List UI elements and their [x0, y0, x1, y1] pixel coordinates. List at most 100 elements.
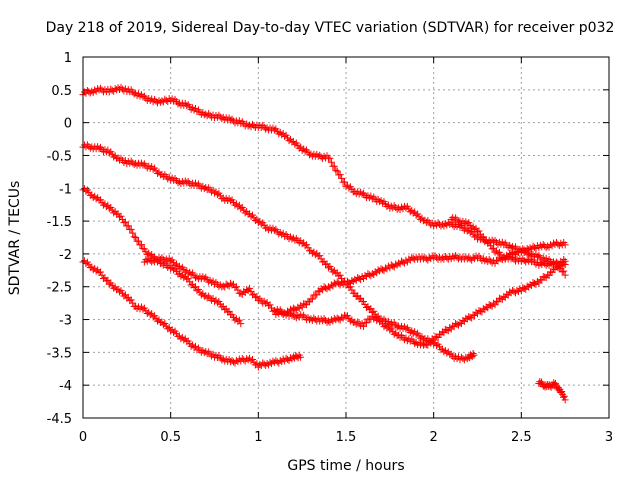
data-point	[412, 331, 420, 339]
data-point	[552, 238, 560, 246]
data-point	[225, 307, 233, 315]
data-point	[409, 254, 417, 262]
data-point	[513, 286, 521, 294]
data-point	[305, 151, 313, 159]
data-point	[308, 295, 316, 303]
x-tick-labels: 0 0.5 1 1.5 2 2.5 3	[79, 430, 613, 445]
data-point	[428, 219, 436, 227]
data-point	[338, 279, 346, 287]
data-point	[165, 173, 173, 181]
data-point	[561, 396, 569, 404]
data-point	[463, 220, 471, 228]
data-point	[167, 257, 175, 265]
y-tick-labels: 1 0.5 0 -0.5 -1 -1.5 -2 -2.5 -3 -3.5 -4 -4.5	[47, 51, 72, 427]
data-point	[105, 149, 113, 157]
data-point	[523, 282, 531, 290]
series-track-2	[79, 141, 478, 364]
data-point	[329, 268, 337, 276]
data-point	[183, 102, 191, 110]
data-point	[332, 166, 340, 174]
data-point	[102, 277, 110, 285]
data-point	[85, 88, 93, 96]
data-point	[548, 268, 556, 276]
data-points	[79, 83, 569, 404]
data-point	[303, 241, 311, 249]
data-point	[105, 205, 113, 213]
data-point	[560, 255, 568, 263]
data-point	[412, 211, 420, 219]
data-point	[270, 226, 278, 234]
data-point	[346, 317, 354, 325]
data-point	[270, 307, 278, 315]
data-point	[288, 235, 296, 243]
data-point	[430, 336, 438, 344]
y-tick-label: -0.5	[47, 149, 72, 164]
y-tick-label: -3.5	[47, 346, 72, 361]
x-tick-label: 3	[605, 430, 613, 445]
x-axis-label: GPS time / hours	[287, 458, 404, 474]
data-point	[270, 358, 278, 366]
data-point	[241, 209, 249, 217]
data-point	[490, 238, 498, 246]
data-point	[532, 280, 540, 288]
data-point	[139, 244, 147, 252]
data-point	[192, 274, 200, 282]
plot-frame	[82, 56, 610, 419]
data-point	[514, 249, 522, 257]
data-point	[536, 241, 544, 249]
data-point	[279, 229, 287, 237]
data-point	[165, 262, 173, 270]
data-point	[303, 301, 311, 309]
data-point	[453, 320, 461, 328]
data-point	[322, 261, 330, 269]
data-point	[519, 284, 527, 292]
data-point	[425, 253, 433, 261]
data-point	[333, 278, 341, 286]
data-point	[438, 220, 446, 228]
data-point	[139, 161, 147, 169]
data-point	[431, 220, 439, 228]
data-point	[158, 97, 166, 105]
data-point	[200, 111, 208, 119]
data-point	[275, 130, 283, 138]
data-point	[370, 307, 378, 315]
data-point	[296, 353, 304, 361]
data-point	[525, 257, 533, 265]
data-point	[342, 313, 350, 321]
data-point	[465, 313, 473, 321]
data-point	[481, 257, 489, 265]
x-tick-label: 1.5	[336, 430, 357, 445]
data-point	[289, 311, 297, 319]
data-point	[218, 115, 226, 123]
data-point	[121, 157, 129, 165]
data-point	[427, 221, 435, 229]
data-point	[310, 314, 318, 322]
data-point	[298, 303, 306, 311]
data-point	[494, 250, 502, 258]
data-point	[339, 314, 347, 322]
data-point	[129, 299, 137, 307]
data-point	[468, 353, 476, 361]
data-point	[431, 252, 439, 260]
data-point	[441, 325, 449, 333]
data-point	[192, 104, 200, 112]
data-point	[127, 157, 135, 165]
data-point	[446, 324, 454, 332]
data-point	[424, 341, 432, 349]
data-point	[253, 360, 261, 368]
data-point	[444, 327, 452, 335]
data-point	[170, 266, 178, 274]
x-tick-label: 2	[430, 430, 438, 445]
data-point	[379, 199, 387, 207]
data-point	[243, 286, 251, 294]
data-point	[330, 162, 338, 170]
data-point	[275, 230, 283, 238]
data-point	[538, 276, 546, 284]
data-point	[116, 288, 124, 296]
data-point	[183, 267, 191, 275]
data-point	[348, 286, 356, 294]
data-point	[449, 252, 457, 260]
data-point	[174, 100, 182, 108]
data-point	[365, 306, 373, 314]
data-point	[357, 276, 365, 284]
